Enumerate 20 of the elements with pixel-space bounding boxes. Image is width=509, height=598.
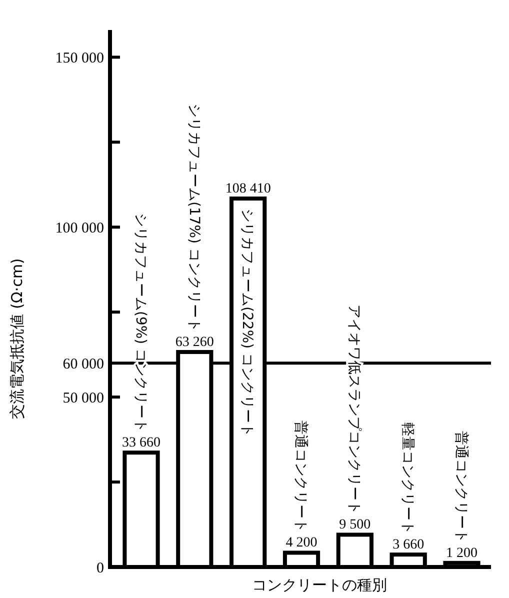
x-axis-title: コンクリートの種別 — [252, 576, 387, 594]
data-label: 63 260 — [175, 334, 214, 350]
x-tick-label: シリカフューム(17%) コンクリート — [186, 103, 202, 332]
data-label: 9 500 — [339, 518, 371, 533]
ref-line-label: 60 000 — [62, 356, 104, 372]
y-tick-label: 0 — [96, 560, 104, 576]
y-tick-label: 100 000 — [55, 220, 104, 236]
y-tick-label: 150 000 — [55, 50, 104, 66]
x-tick-label: 軽量コンクリート — [399, 422, 416, 535]
x-tick-label: 普通コンクリート — [292, 420, 310, 533]
y-tick-label: 50 000 — [62, 390, 104, 406]
data-label: 4 200 — [286, 536, 318, 551]
data-label: 3 660 — [392, 538, 424, 553]
y-axis-title: 交流電気抵抗値 (Ω·cm) — [8, 258, 26, 419]
x-tick-label: シリカフューム(22%) コンクリート — [239, 208, 256, 438]
data-label: 108 410 — [225, 182, 271, 197]
data-label: 1 200 — [446, 546, 478, 561]
data-label: 33 660 — [122, 436, 160, 451]
x-tick-label: シリカフューム(9%) コンクリート — [132, 213, 148, 433]
x-tick-label: 普通コンクリート — [452, 430, 470, 543]
